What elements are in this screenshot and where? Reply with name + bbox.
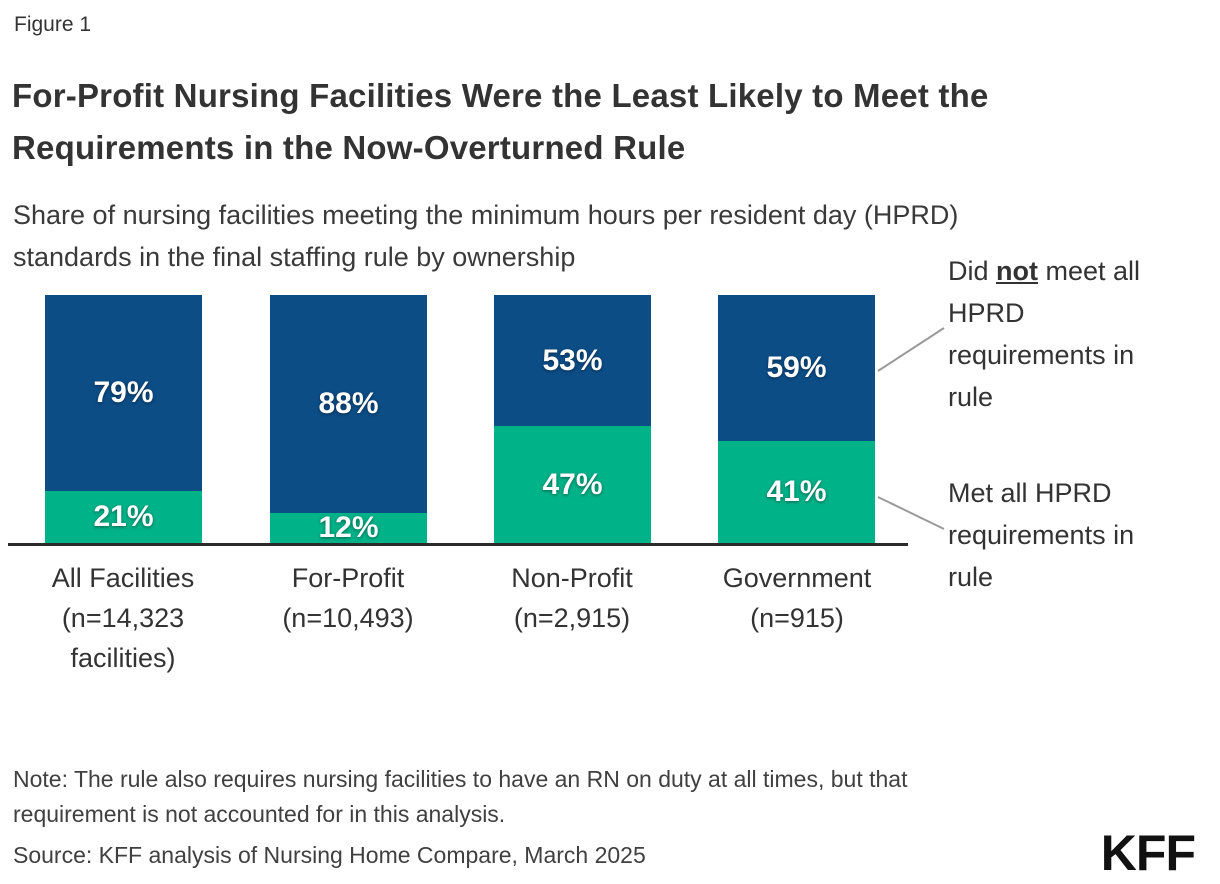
legend-met: Met all HPRD requirements in rule: [948, 478, 1135, 592]
bar-segment-not-met: 79%: [45, 295, 202, 491]
bar-value-label: 53%: [542, 343, 603, 377]
legend-not-met: Did not meet all HPRD requirements in ru…: [948, 250, 1203, 418]
bar-value-label: 21%: [93, 500, 154, 533]
legend-not-met-line3: requirements in: [948, 340, 1135, 370]
bar-segment-met: 41%: [718, 441, 875, 543]
legend-not-met-post: meet all: [1038, 256, 1141, 286]
bar-value-label: 47%: [542, 467, 603, 501]
figure-label: Figure 1: [14, 13, 92, 36]
bar-segment-met: 47%: [494, 426, 651, 543]
category-label-for-profit: For-Profit (n=10,493): [282, 563, 414, 633]
bar-value-label: 41%: [766, 475, 827, 508]
kff-logo: KFF: [1100, 825, 1196, 881]
legend-not-met-line2: HPRD: [948, 298, 1025, 328]
note-text: Note: The rule also requires nursing fac…: [13, 766, 908, 827]
bar-segment-not-met: 88%: [270, 295, 427, 513]
bar-segment-not-met: 59%: [718, 295, 875, 441]
legend-not-met-line1: Did not meet all: [948, 250, 1203, 292]
bar-value-label: 79%: [93, 376, 154, 409]
category-label-non-profit: Non-Profit (n=2,915): [511, 563, 633, 633]
legend-not-met-bold: not: [996, 256, 1038, 286]
chart-subtitle: Share of nursing facilities meeting the …: [13, 200, 959, 272]
bar-segment-not-met: 53%: [494, 295, 651, 426]
bar-value-label: 12%: [318, 511, 379, 544]
bar-value-label: 59%: [766, 351, 827, 384]
category-label-government: Government (n=915): [722, 563, 872, 633]
legend-not-met-pre: Did: [948, 256, 997, 286]
source-text: Source: KFF analysis of Nursing Home Com…: [13, 842, 646, 868]
bar-segment-met: 21%: [45, 491, 202, 543]
legend-not-met-line4: rule: [948, 382, 994, 412]
category-label-all-facilities: All Facilities (n=14,323 facilities): [51, 563, 195, 673]
x-axis-line: [8, 543, 908, 546]
bar-segment-met: 12%: [270, 511, 427, 544]
bar-value-label: 88%: [318, 387, 379, 420]
chart-title: For-Profit Nursing Facilities Were the L…: [12, 77, 989, 166]
